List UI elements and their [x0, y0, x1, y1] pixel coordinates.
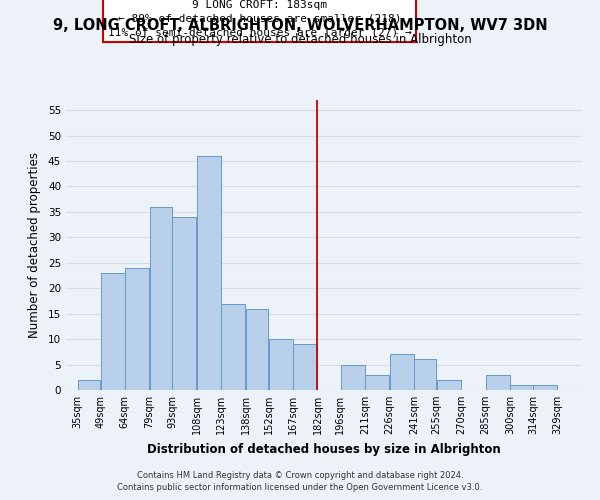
Bar	[365, 374, 389, 390]
Bar	[172, 217, 196, 390]
Bar	[533, 385, 557, 390]
Bar	[341, 364, 365, 390]
Bar	[101, 273, 125, 390]
Bar	[197, 156, 221, 390]
Bar	[125, 268, 149, 390]
Y-axis label: Number of detached properties: Number of detached properties	[28, 152, 41, 338]
X-axis label: Distribution of detached houses by size in Albrighton: Distribution of detached houses by size …	[147, 442, 501, 456]
Text: Size of property relative to detached houses in Albrighton: Size of property relative to detached ho…	[128, 32, 472, 46]
Bar	[77, 380, 100, 390]
Bar	[437, 380, 461, 390]
Bar	[293, 344, 317, 390]
Text: 9, LONG CROFT, ALBRIGHTON, WOLVERHAMPTON, WV7 3DN: 9, LONG CROFT, ALBRIGHTON, WOLVERHAMPTON…	[53, 18, 547, 32]
Bar	[414, 360, 436, 390]
Text: Contains HM Land Registry data © Crown copyright and database right 2024.
Contai: Contains HM Land Registry data © Crown c…	[118, 471, 482, 492]
Text: 9 LONG CROFT: 183sqm
← 89% of detached houses are smaller (218)
11% of semi-deta: 9 LONG CROFT: 183sqm ← 89% of detached h…	[107, 0, 412, 38]
Bar	[246, 308, 268, 390]
Bar	[511, 385, 533, 390]
Bar	[221, 304, 245, 390]
Bar	[149, 207, 172, 390]
Bar	[486, 374, 510, 390]
Bar	[389, 354, 413, 390]
Bar	[269, 339, 293, 390]
